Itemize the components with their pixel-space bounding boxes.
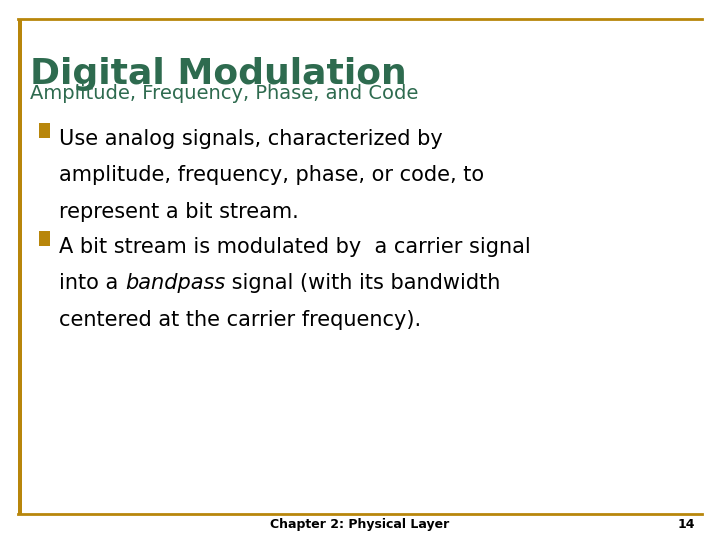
- Text: into a: into a: [59, 273, 125, 293]
- Text: represent a bit stream.: represent a bit stream.: [59, 202, 299, 222]
- Text: amplitude, frequency, phase, or code, to: amplitude, frequency, phase, or code, to: [59, 165, 484, 185]
- Text: Chapter 2: Physical Layer: Chapter 2: Physical Layer: [271, 518, 449, 531]
- Text: signal (with its bandwidth: signal (with its bandwidth: [225, 273, 500, 293]
- Text: centered at the carrier frequency).: centered at the carrier frequency).: [59, 310, 421, 330]
- Text: Use analog signals, characterized by: Use analog signals, characterized by: [59, 129, 443, 148]
- Text: Digital Modulation: Digital Modulation: [30, 57, 407, 91]
- Text: bandpass: bandpass: [125, 273, 225, 293]
- Text: 14: 14: [678, 518, 695, 531]
- Text: A bit stream is modulated by  a carrier signal: A bit stream is modulated by a carrier s…: [59, 237, 531, 256]
- Text: Amplitude, Frequency, Phase, and Code: Amplitude, Frequency, Phase, and Code: [30, 84, 418, 103]
